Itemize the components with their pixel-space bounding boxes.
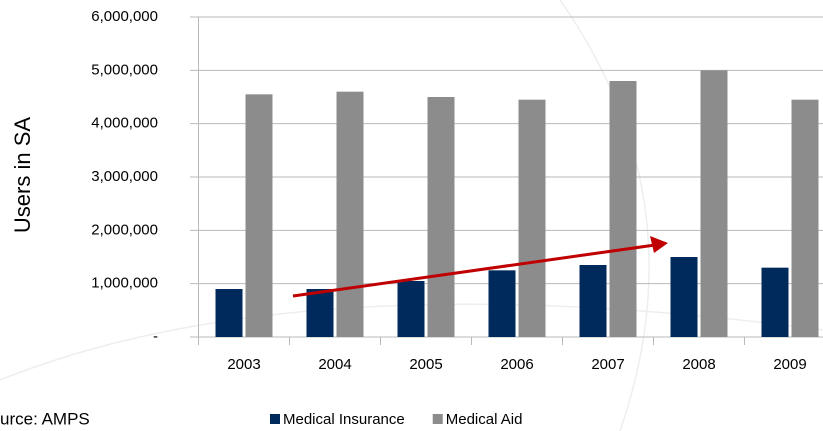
arrow-head [650, 236, 668, 253]
legend-swatch [270, 414, 280, 424]
bar [306, 289, 334, 337]
arrow-shaft [292, 243, 656, 298]
x-tick-label: 2008 [682, 356, 715, 373]
x-tick-label: 2004 [318, 356, 351, 373]
legend-label: Medical Insurance [283, 411, 405, 428]
x-tick-label: 2007 [591, 356, 624, 373]
y-tick-label: - [153, 328, 158, 345]
bar [336, 91, 364, 338]
bar [245, 94, 273, 337]
bar [579, 265, 607, 337]
trend-arrow [292, 236, 668, 298]
bar [670, 257, 698, 337]
x-tick-label: 2009 [773, 356, 806, 373]
y-tick-label: 5,000,000 [91, 61, 158, 78]
y-tick-label: 4,000,000 [91, 115, 158, 132]
y-tick-label: 2,000,000 [91, 221, 158, 238]
y-tick-label: 3,000,000 [91, 168, 158, 185]
source-note: urce: AMPS [0, 409, 90, 428]
bar [700, 70, 728, 337]
y-tick-label: 6,000,000 [91, 8, 158, 25]
y-tick-label: 1,000,000 [91, 275, 158, 292]
legend-swatch [432, 414, 443, 424]
y-axis-title: Users in SA [10, 117, 35, 233]
bar [761, 267, 789, 337]
bar [791, 99, 819, 338]
x-tick-label: 2006 [500, 356, 533, 373]
bar [609, 81, 637, 337]
bar [215, 289, 243, 337]
decor-arc [559, 0, 650, 431]
legend-label: Medical Aid [446, 411, 523, 428]
bar [518, 99, 546, 338]
plot-area: - 1,000,000 2,000,000 3,000,000 4,000,000 5,0… [91, 8, 823, 373]
bar [488, 270, 516, 337]
legend: Medical Insurance Medical Aid [270, 411, 522, 428]
x-tick-label: 2003 [227, 356, 260, 373]
bar [397, 281, 425, 337]
x-tick-label: 2005 [409, 356, 442, 373]
bar [427, 97, 455, 337]
